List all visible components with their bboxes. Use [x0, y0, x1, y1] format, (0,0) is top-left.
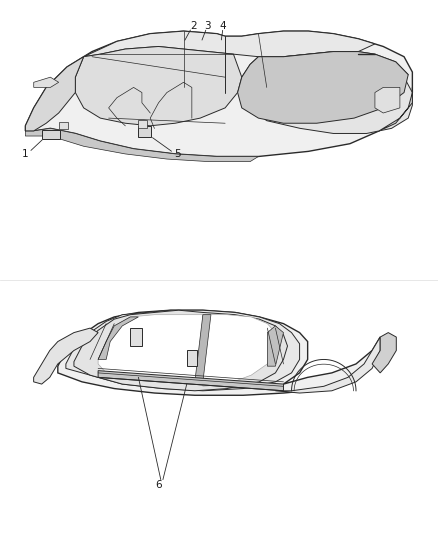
FancyBboxPatch shape: [138, 120, 147, 128]
FancyBboxPatch shape: [42, 130, 60, 139]
FancyBboxPatch shape: [59, 123, 68, 130]
Polygon shape: [25, 31, 413, 157]
Polygon shape: [74, 310, 287, 391]
Polygon shape: [34, 328, 98, 384]
Polygon shape: [98, 370, 283, 391]
Polygon shape: [267, 326, 283, 366]
Polygon shape: [66, 310, 300, 391]
Text: 6: 6: [155, 480, 162, 490]
Polygon shape: [276, 337, 380, 393]
Text: 1: 1: [22, 149, 29, 159]
Polygon shape: [379, 87, 413, 131]
Polygon shape: [25, 56, 84, 131]
Polygon shape: [25, 128, 258, 161]
Polygon shape: [34, 77, 59, 87]
Text: 5: 5: [174, 149, 180, 159]
Polygon shape: [98, 317, 138, 359]
Text: 2: 2: [191, 21, 197, 31]
Polygon shape: [75, 46, 242, 126]
Text: 4: 4: [220, 21, 226, 31]
Polygon shape: [195, 314, 211, 382]
Text: 3: 3: [205, 21, 211, 31]
Polygon shape: [375, 87, 400, 113]
FancyBboxPatch shape: [138, 126, 151, 138]
Polygon shape: [203, 314, 276, 386]
Polygon shape: [58, 310, 380, 395]
FancyBboxPatch shape: [131, 328, 142, 346]
Polygon shape: [237, 52, 408, 123]
Polygon shape: [242, 52, 413, 133]
Polygon shape: [372, 333, 396, 373]
FancyBboxPatch shape: [187, 350, 197, 366]
Polygon shape: [98, 314, 203, 382]
Polygon shape: [84, 31, 375, 56]
